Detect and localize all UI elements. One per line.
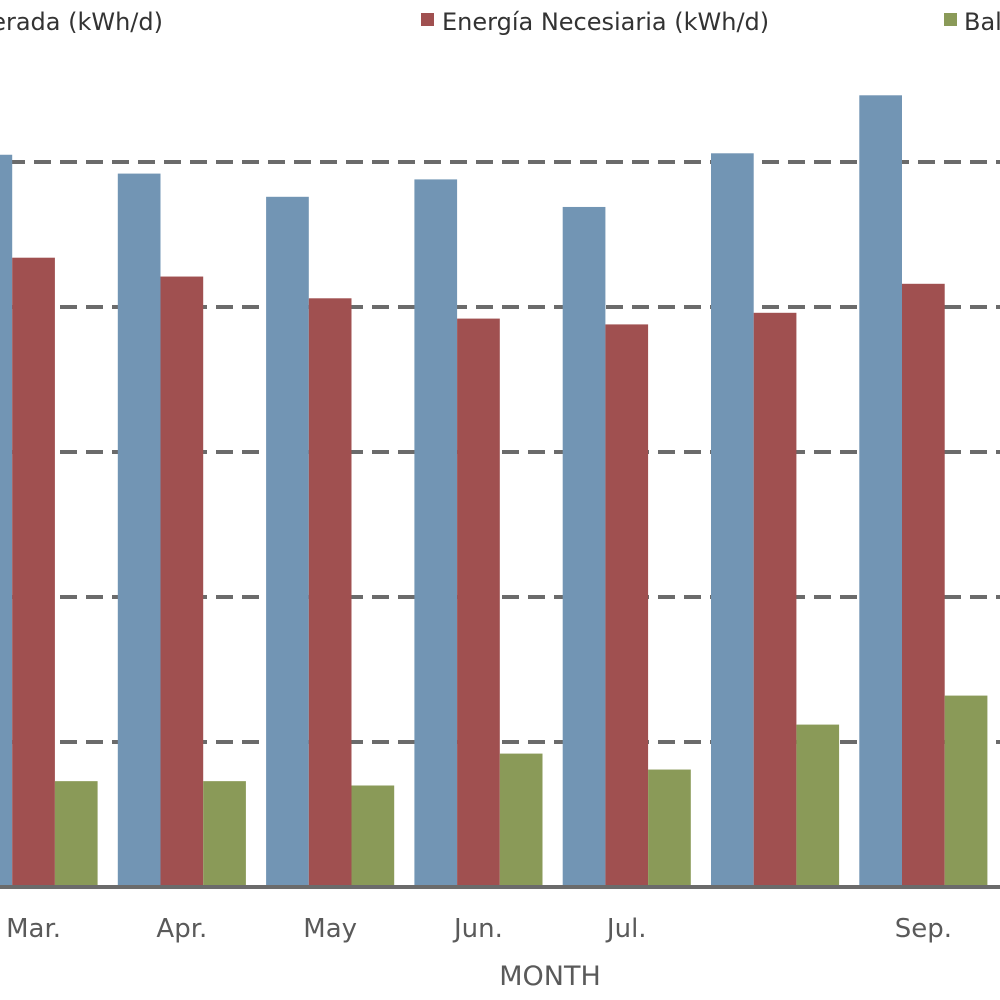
bar-balance	[203, 781, 246, 887]
bar-generada	[711, 153, 754, 888]
bar-generada	[0, 154, 13, 887]
bar-necesaria	[605, 324, 649, 887]
bar-necesaria	[457, 318, 500, 888]
bar-generada	[266, 196, 309, 888]
bar-necesaria	[160, 276, 204, 887]
x-tick-labels: Mar. Apr. May Jun. Jul. Sep.	[6, 914, 952, 944]
legend: Energía Generada (kWh/d) Energía Necesia…	[0, 8, 1000, 36]
legend-label: Balance (kWh/d)	[964, 8, 1000, 36]
bar-necesaria	[308, 298, 352, 887]
bar-generada	[414, 179, 458, 887]
x-tick-label: May	[303, 914, 357, 944]
bar-generada	[859, 95, 902, 888]
x-tick-label: Apr.	[156, 914, 207, 944]
bar-generada	[562, 206, 606, 887]
bar-balance	[648, 769, 691, 887]
x-tick-label: Sep.	[895, 914, 952, 944]
bar-generada	[117, 173, 161, 888]
bar-necesaria	[902, 283, 945, 887]
bar-balance	[796, 724, 840, 887]
legend-label: Energía Generada (kWh/d)	[0, 8, 163, 36]
legend-label: Energía Necesiaria (kWh/d)	[442, 8, 769, 36]
bar-necesaria	[12, 257, 55, 887]
legend-item-balance: Balance (kWh/d)	[944, 8, 1000, 36]
bar-balance	[944, 695, 988, 887]
bar-necesaria	[753, 312, 797, 887]
legend-swatch	[421, 13, 434, 26]
legend-item-generada: Energía Generada (kWh/d)	[0, 8, 163, 36]
bars	[0, 95, 988, 888]
x-tick-label: Jul.	[605, 914, 647, 944]
bar-balance	[351, 785, 395, 887]
bar-balance	[499, 753, 543, 887]
bar-balance	[54, 781, 98, 887]
legend-swatch	[944, 13, 957, 26]
x-axis-title: MONTH	[499, 961, 601, 992]
legend-item-necesaria: Energía Necesiaria (kWh/d)	[421, 8, 769, 36]
x-tick-label: Jun.	[452, 914, 503, 944]
x-tick-label: Mar.	[6, 914, 61, 944]
